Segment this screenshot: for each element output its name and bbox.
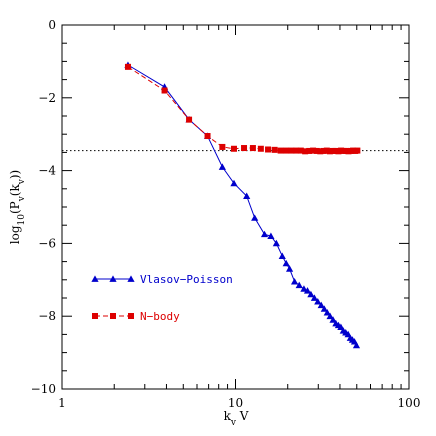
legend-marker (109, 275, 117, 282)
data-point (271, 146, 278, 153)
data-point (124, 63, 131, 70)
legend-item: Vlasov−Poisson (91, 273, 233, 286)
axis-ticks (61, 24, 410, 390)
data-point (323, 308, 331, 316)
y-tick-label: −6 (38, 236, 56, 250)
series-layer (124, 61, 361, 349)
x-tick-label: 100 (398, 396, 421, 410)
data-point (302, 148, 309, 155)
data-point (285, 265, 294, 272)
data-point (300, 285, 308, 292)
series-line (127, 64, 357, 346)
data-point (317, 148, 324, 155)
data-point (317, 301, 325, 309)
legend-label: Vlasov−Poisson (140, 273, 233, 286)
y-tick-label: 0 (48, 18, 56, 32)
legend-marker (128, 313, 134, 319)
y-tick-label: −2 (38, 91, 56, 105)
data-point (272, 239, 280, 247)
legend-marker (92, 313, 98, 319)
data-point (283, 147, 290, 154)
legend: Vlasov−Poisson N−body (91, 273, 233, 323)
axis-tick-labels: 1 10 100 0 −2 −4 −6 −8 −10 (31, 18, 421, 410)
data-point (230, 179, 238, 187)
data-point (277, 147, 284, 154)
data-point (186, 116, 193, 123)
series-vlasov-poisson (124, 61, 361, 349)
data-point (219, 143, 226, 150)
data-point (265, 146, 272, 153)
data-point (230, 145, 237, 152)
data-point (320, 305, 328, 312)
legend-item: N−body (92, 310, 180, 323)
data-point (260, 230, 269, 238)
legend-marker (127, 275, 135, 282)
data-point (352, 341, 361, 349)
data-point (295, 281, 303, 289)
legend-marker (91, 275, 99, 282)
data-point (310, 147, 317, 154)
y-tick-label: −8 (38, 309, 56, 323)
data-point (204, 133, 211, 140)
series-line (127, 66, 358, 152)
x-axis-label: kv V (224, 409, 249, 428)
x-axis-label-sub: v (230, 418, 237, 428)
data-point (310, 294, 319, 301)
data-point (288, 147, 295, 154)
series-n-body (124, 63, 361, 155)
y-tick-label: −10 (31, 382, 56, 396)
data-point (251, 214, 259, 221)
x-tick-label: 1 (58, 396, 66, 410)
data-point (323, 147, 330, 154)
legend-label: N−body (140, 310, 180, 323)
data-point (314, 298, 322, 305)
data-point (290, 278, 299, 285)
data-point (297, 147, 304, 154)
data-point (293, 147, 300, 154)
data-point (313, 147, 320, 154)
x-tick-label: 10 (228, 396, 243, 410)
y-axis-label: log10(Pv(kv)) (8, 170, 27, 244)
data-point (329, 316, 337, 323)
data-point (241, 145, 248, 152)
data-point (282, 259, 290, 267)
data-point (243, 192, 251, 199)
data-point (354, 147, 361, 154)
data-point (326, 312, 334, 320)
plot-frame (61, 24, 410, 390)
data-point (161, 87, 168, 94)
data-point (307, 290, 315, 298)
data-point (249, 145, 256, 152)
data-point (218, 163, 226, 170)
data-point (320, 147, 327, 154)
data-point (303, 287, 312, 294)
legend-marker (110, 313, 116, 319)
data-point (257, 145, 264, 152)
y-tick-label: −4 (38, 164, 56, 178)
data-point (278, 252, 286, 260)
data-point (267, 232, 275, 239)
data-point (306, 147, 313, 154)
